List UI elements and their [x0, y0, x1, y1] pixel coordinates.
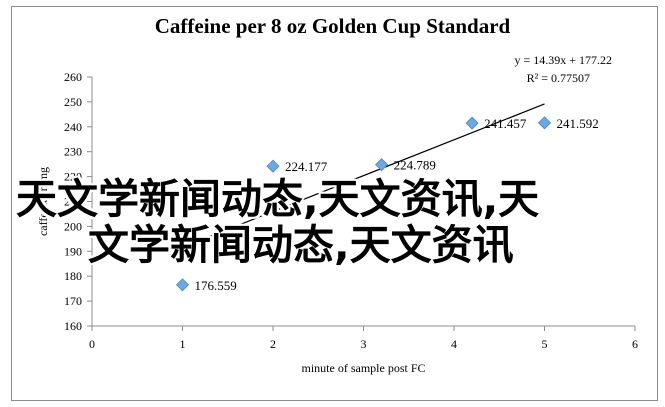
data-label: 241.592 — [557, 116, 599, 131]
y-tick-label: 180 — [64, 269, 82, 283]
y-tick-label: 170 — [64, 294, 82, 308]
data-label: 224.789 — [394, 158, 436, 173]
data-point — [465, 116, 479, 130]
x-tick-labels: 0 1 2 3 4 5 6 — [89, 326, 638, 351]
x-tick-label: 3 — [361, 337, 367, 351]
y-tick-label: 260 — [64, 70, 82, 84]
trend-equation: y = 14.39x + 177.22 — [514, 53, 612, 67]
x-tick-label: 6 — [632, 337, 638, 351]
y-tick-label: 200 — [64, 219, 82, 233]
y-tick-label: 240 — [64, 120, 82, 134]
y-tick-label: 250 — [64, 95, 82, 109]
y-tick-label: 220 — [64, 170, 82, 184]
y-axis-label: caffeine in mg — [36, 167, 50, 236]
data-point — [375, 158, 389, 172]
data-point — [537, 116, 552, 130]
data-label: 224.177 — [285, 159, 328, 174]
trendline — [182, 103, 545, 248]
y-tick-label: 210 — [64, 195, 82, 209]
x-axis-label: minute of sample post FC — [302, 361, 426, 375]
point-labels: 176.559 224.177 224.789 241.457 241.592 — [195, 116, 599, 293]
y-tick-label: 230 — [64, 145, 82, 159]
x-tick-label: 2 — [270, 337, 276, 351]
r-squared: R² = 0.77507 — [527, 71, 590, 85]
data-label: 176.559 — [195, 278, 237, 293]
x-tick-label: 4 — [451, 337, 457, 351]
trendline-group — [182, 103, 545, 248]
y-tick-label: 190 — [64, 244, 82, 258]
x-tick-label: 1 — [180, 337, 186, 351]
chart-title: Caffeine per 8 oz Golden Cup Standard — [154, 14, 511, 38]
y-tick-label: 160 — [64, 319, 82, 333]
x-tick-label: 0 — [89, 337, 95, 351]
y-tick-labels: 160 170 180 190 200 210 220 230 240 250 260 — [64, 70, 92, 333]
data-point — [266, 159, 280, 173]
axes — [91, 77, 635, 327]
data-points — [175, 116, 552, 292]
chart-frame — [11, 6, 658, 401]
x-tick-label: 5 — [542, 337, 548, 351]
data-label: 241.457 — [484, 116, 527, 131]
data-point — [175, 278, 190, 292]
